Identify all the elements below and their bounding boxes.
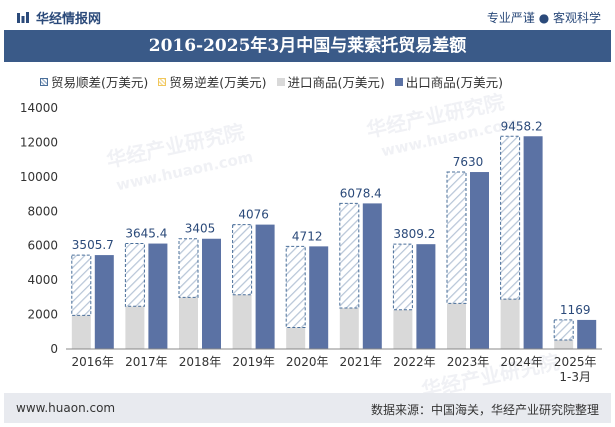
surplus-bar [446, 171, 467, 304]
y-tick-label: 12000 [20, 135, 58, 149]
y-tick-label: 4000 [27, 273, 58, 287]
legend-item-import: 进口商品(万美元) [276, 72, 385, 91]
legend-label-export: 出口商品(万美元) [405, 75, 504, 90]
legend-swatch-export [394, 77, 403, 86]
legend-swatch-import [276, 77, 285, 86]
import-bar [554, 340, 574, 349]
import-bar [125, 306, 145, 349]
legend-swatch-surplus [40, 77, 48, 86]
surplus-data-label: 7630 [453, 155, 484, 169]
y-tick-label: 14000 [20, 101, 58, 115]
export-bar [470, 172, 489, 349]
surplus-data-label: 3405 [185, 222, 216, 236]
x-tick-label-line: 2025年 [554, 355, 597, 369]
export-bar [148, 243, 168, 349]
site-name: 华经情报网 [36, 12, 102, 27]
surplus-data-label: 9458.2 [501, 119, 543, 133]
surplus-data-label: 1169 [560, 303, 591, 317]
surplus-data-label: 3505.7 [72, 238, 114, 252]
surplus-data-label: 6078.4 [340, 186, 382, 200]
legend-item-export: 出口商品(万美元) [394, 72, 504, 91]
x-tick-label-line: 2022年 [393, 355, 436, 369]
x-tick-label: 2019年 [232, 355, 275, 369]
x-tick-label: 2025年 1-3月 [554, 355, 597, 384]
y-tick-label: 10000 [20, 170, 58, 184]
y-axis: 0 2000 4000 6000 8000 10000 12000 14000 [20, 101, 58, 356]
import-bar [393, 309, 413, 349]
import-bar [447, 303, 466, 349]
x-tick-label: 2020年 [286, 355, 329, 369]
y-tick-label: 2000 [27, 308, 58, 322]
data-labels: 3505.7 3645.4 3405 4076 4712 6078.4 3809.2 7630… [72, 119, 591, 317]
title-bar: 2016-2025年3月中国与莱索托贸易差额 [4, 30, 611, 62]
import-bar [339, 308, 359, 349]
export-bar [416, 244, 436, 349]
x-axis: 2016年 2017年 2018年 2019年 2020年 2021年 2022年 2023年… [66, 348, 602, 384]
x-tick-label: 2022年 [393, 355, 436, 369]
legend-item-deficit: 贸易逆差(万美元) [158, 72, 267, 91]
x-tick-label-line: 2018年 [179, 355, 222, 369]
chart-legend: 贸易顺差(万美元) 贸易逆差(万美元) 进口商品(万美元) 出口商品(万美元) [40, 72, 503, 91]
footer-source: 数据来源：中国海关，华经产业研究院整理 [370, 403, 599, 417]
surplus-data-label: 3645.4 [125, 227, 167, 241]
legend-item-surplus: 贸易顺差(万美元) [40, 72, 148, 91]
y-tick-label: 6000 [27, 239, 58, 253]
x-tick-label-line: 2023年 [447, 355, 490, 369]
x-tick-label: 2024年 [500, 355, 543, 369]
x-tick-label-line: 2020年 [286, 355, 329, 369]
top-bar: 华经情报网 专业严谨 ● 客观科学 [0, 0, 615, 30]
x-tick-label: 2021年 [340, 355, 383, 369]
x-tick-label: 2023年 [447, 355, 490, 369]
export-bar [362, 203, 382, 349]
chart-title: 2016-2025年3月中国与莱索托贸易差额 [148, 36, 467, 56]
surplus-bar [392, 243, 413, 311]
surplus-data-label: 4076 [238, 208, 269, 222]
surplus-bar [285, 245, 306, 328]
tagline: 专业严谨 ● 客观科学 [486, 11, 601, 25]
import-bar [500, 299, 520, 349]
import-bar [179, 297, 198, 349]
x-tick-label: 2017年 [125, 355, 168, 369]
x-tick-label: 2016年 [72, 355, 115, 369]
x-tick-label-line: 2017年 [125, 355, 168, 369]
surplus-bar [500, 135, 521, 300]
export-bar [255, 224, 275, 349]
export-bar [523, 136, 543, 349]
surplus-data-label: 4712 [292, 229, 323, 243]
legend-label-surplus: 贸易顺差(万美元) [51, 75, 149, 90]
export-bar [94, 255, 114, 349]
import-bar [232, 294, 252, 349]
footer: www.huaon.com 数据来源：中国海关，华经产业研究院整理 [4, 393, 611, 423]
surplus-bar [71, 254, 92, 316]
export-bar [202, 238, 221, 349]
legend-label-deficit: 贸易逆差(万美元) [169, 75, 267, 90]
legend-label-import: 进口商品(万美元) [287, 75, 385, 90]
surplus-bar [124, 243, 145, 307]
surplus-bar [232, 224, 253, 296]
surplus-bar [339, 202, 360, 309]
x-tick-label-line: 2024年 [500, 355, 543, 369]
import-bar [286, 327, 306, 349]
legend-swatch-deficit [158, 77, 167, 86]
surplus-data-label: 3809.2 [393, 227, 435, 241]
y-tick-label: 0 [50, 342, 58, 356]
bars [71, 135, 597, 349]
x-tick-label-line: 2016年 [72, 355, 115, 369]
logo-icon [17, 11, 29, 23]
x-tick-label-line: 1-3月 [559, 370, 591, 384]
export-bar [309, 246, 329, 349]
surplus-bar [178, 238, 199, 298]
footer-website[interactable]: www.huaon.com [16, 401, 116, 415]
site-logo[interactable]: 华经情报网 [16, 8, 101, 27]
export-bar [577, 319, 597, 349]
x-tick-label-line: 2021年 [340, 355, 383, 369]
surplus-bar [553, 319, 574, 341]
import-bar [71, 315, 91, 349]
x-tick-label-line: 2019年 [232, 355, 275, 369]
x-tick-label: 2018年 [179, 355, 222, 369]
y-tick-label: 8000 [27, 204, 58, 218]
